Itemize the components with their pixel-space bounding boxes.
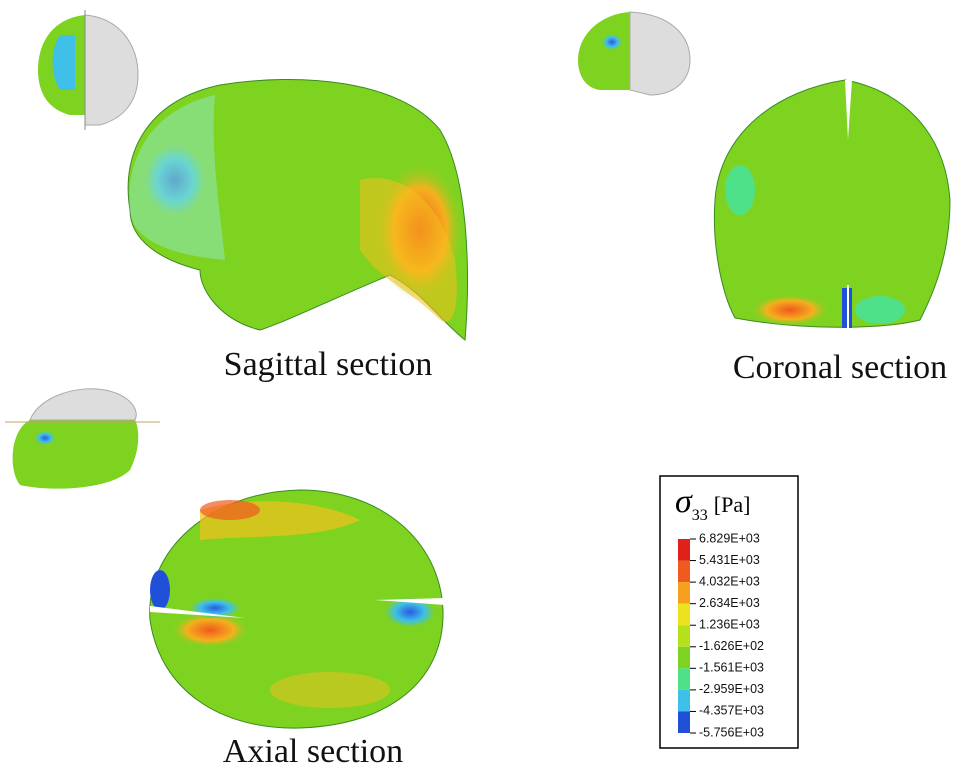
legend-label: -1.626E+02 — [699, 639, 764, 653]
axial-section — [149, 489, 445, 729]
legend-label: -5.756E+03 — [699, 725, 764, 739]
legend-label: 1.236E+03 — [699, 618, 760, 632]
legend-symbol: σ — [675, 483, 693, 520]
legend-label: -2.959E+03 — [699, 682, 764, 696]
legend-label: 5.431E+03 — [699, 553, 760, 567]
legend-swatch — [678, 603, 690, 626]
legend-label: 6.829E+03 — [699, 531, 760, 545]
section-label: Coronal section — [733, 349, 947, 386]
legend-swatch — [678, 668, 690, 690]
legend-label: 2.634E+03 — [699, 596, 760, 610]
section-label: Sagittal section — [224, 346, 433, 383]
legend: σ33 [Pa] 6.829E+03 5.431E+03 4.032E+03 2.634… — [659, 475, 799, 749]
legend-label: 4.032E+03 — [699, 574, 760, 588]
legend-swatch — [678, 625, 690, 647]
thumbnail-axial — [5, 388, 160, 489]
legend-swatch — [678, 646, 690, 669]
legend-swatch — [678, 689, 690, 712]
thumbnail-sagittal — [38, 10, 139, 130]
legend-title: σ33 [Pa] — [675, 483, 750, 524]
coronal-section — [713, 79, 951, 330]
legend-swatch — [678, 711, 690, 733]
legend-subscript: 33 — [692, 507, 708, 524]
legend-swatch — [678, 539, 690, 561]
sagittal-section — [127, 79, 468, 341]
legend-unit: [Pa] — [714, 492, 751, 517]
legend-label: -4.357E+03 — [699, 704, 764, 718]
thumbnail-coronal — [578, 11, 691, 96]
legend-label: -1.561E+03 — [699, 661, 764, 675]
section-label: Axial section — [223, 733, 403, 770]
legend-swatch — [678, 560, 690, 583]
legend-swatch — [678, 582, 690, 604]
